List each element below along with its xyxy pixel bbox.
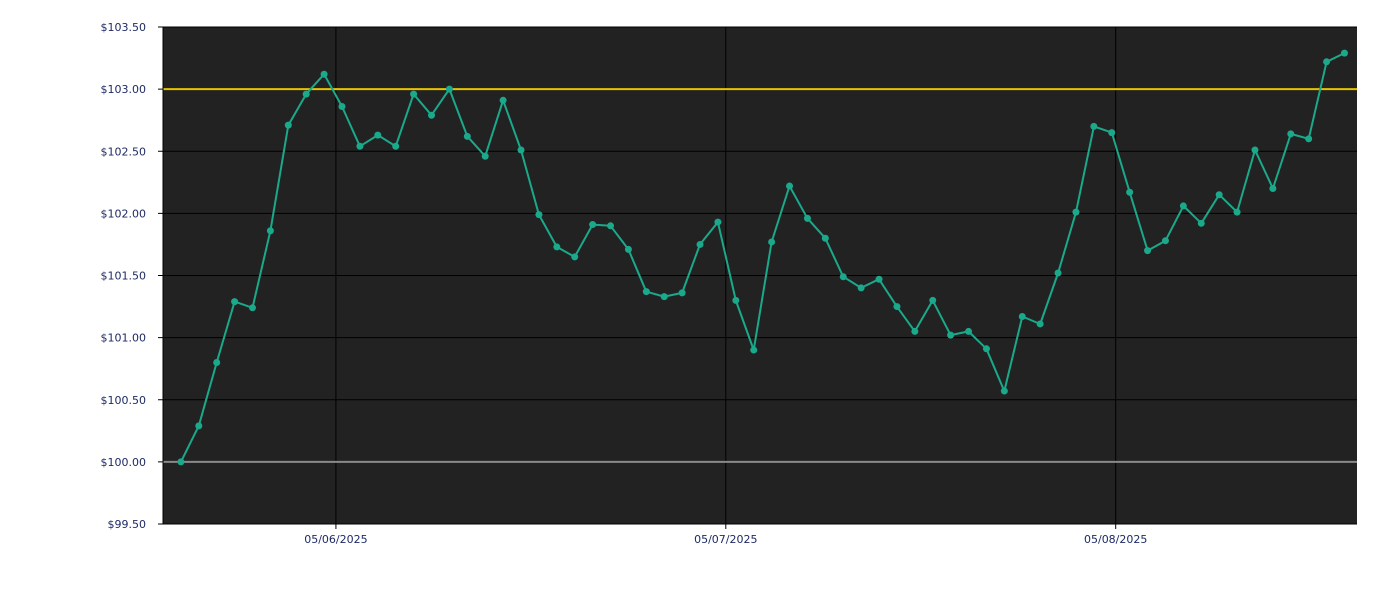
data-point xyxy=(857,284,865,292)
data-point xyxy=(624,245,632,253)
data-point xyxy=(714,218,722,226)
data-point xyxy=(696,240,704,248)
y-tick-label: $100.50 xyxy=(101,394,147,407)
y-tick-label: $101.00 xyxy=(101,332,147,345)
data-point xyxy=(481,152,489,160)
data-point xyxy=(1126,188,1134,196)
y-tick-label: $101.50 xyxy=(101,270,147,283)
data-point xyxy=(1072,208,1080,216)
data-point xyxy=(803,214,811,222)
data-point xyxy=(302,90,310,98)
series-group xyxy=(177,49,1348,466)
data-point xyxy=(839,273,847,281)
data-point xyxy=(571,253,579,261)
data-point xyxy=(499,96,507,104)
data-point xyxy=(786,182,794,190)
data-point xyxy=(1269,185,1277,193)
data-point xyxy=(732,296,740,304)
y-tick-label: $100.00 xyxy=(101,456,147,469)
data-point xyxy=(678,289,686,297)
data-point xyxy=(1323,58,1331,66)
data-point xyxy=(965,327,973,335)
data-point xyxy=(607,222,615,230)
data-point xyxy=(535,211,543,219)
data-point xyxy=(1108,129,1116,137)
reference-lines xyxy=(163,88,1357,463)
data-point xyxy=(929,296,937,304)
data-point xyxy=(517,146,525,154)
data-point xyxy=(266,227,274,235)
data-point xyxy=(1233,208,1241,216)
data-point xyxy=(463,132,471,140)
data-point xyxy=(768,238,776,246)
data-point xyxy=(553,243,561,251)
y-tick-label: $102.00 xyxy=(101,207,147,220)
data-point xyxy=(231,298,239,306)
y-tick-label: $99.50 xyxy=(108,518,147,531)
y-tick-label: $103.00 xyxy=(101,83,147,96)
x-tick-label: 05/07/2025 xyxy=(694,533,757,546)
data-point xyxy=(1215,191,1223,199)
data-point xyxy=(660,293,668,301)
x-axis-tick-labels: 05/06/2025 05/07/2025 05/08/2025 xyxy=(304,533,1147,546)
data-point xyxy=(1054,269,1062,277)
data-point xyxy=(911,327,919,335)
x-tick-label: 05/06/2025 xyxy=(304,533,367,546)
data-point xyxy=(428,111,436,119)
data-point xyxy=(1144,247,1152,255)
data-point xyxy=(1090,122,1098,130)
data-point xyxy=(356,142,364,150)
data-point xyxy=(982,345,990,353)
y-tick-label: $103.50 xyxy=(101,21,147,34)
data-point xyxy=(1036,320,1044,328)
data-point xyxy=(893,303,901,311)
data-point xyxy=(1018,313,1026,321)
data-point xyxy=(338,103,346,111)
data-point xyxy=(392,142,400,150)
data-point xyxy=(177,458,185,466)
data-point xyxy=(195,422,203,430)
data-point xyxy=(821,234,829,242)
data-point xyxy=(1197,219,1205,227)
y-axis-tick-labels: $99.50 $100.00 $100.50 $101.00 $101.50 $102.0… xyxy=(101,21,147,531)
data-point xyxy=(1340,49,1348,57)
data-point xyxy=(947,331,955,339)
data-point xyxy=(374,131,382,139)
data-point xyxy=(1287,130,1295,138)
data-point xyxy=(1305,135,1313,143)
data-point xyxy=(1000,387,1008,395)
data-point xyxy=(213,358,221,366)
data-point xyxy=(1161,237,1169,245)
data-point xyxy=(589,221,597,229)
data-point xyxy=(320,70,328,78)
data-point xyxy=(750,346,758,354)
y-tick-label: $102.50 xyxy=(101,145,147,158)
data-point xyxy=(1179,202,1187,210)
data-point xyxy=(642,288,650,296)
data-point xyxy=(445,85,453,93)
data-point xyxy=(284,121,292,129)
data-point xyxy=(249,304,257,312)
data-point xyxy=(1251,146,1259,154)
x-tick-label: 05/08/2025 xyxy=(1084,533,1147,546)
data-point xyxy=(875,275,883,283)
data-point xyxy=(410,90,418,98)
